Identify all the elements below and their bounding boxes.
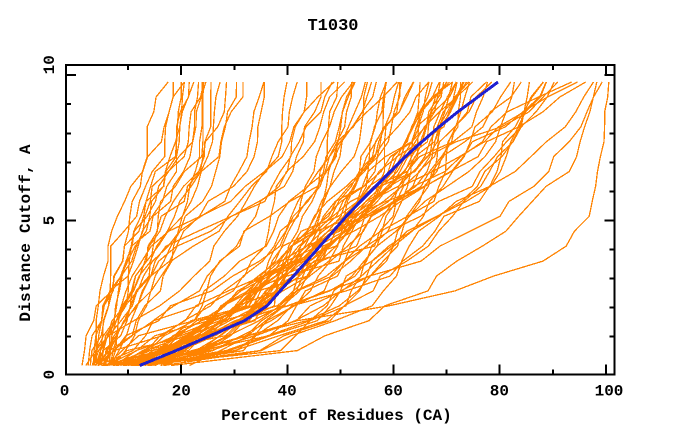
svg-text:100: 100 (595, 383, 624, 401)
svg-text:0: 0 (60, 383, 70, 401)
svg-text:0: 0 (41, 370, 59, 380)
svg-text:80: 80 (490, 383, 509, 401)
svg-text:Distance Cutoff, A: Distance Cutoff, A (17, 144, 35, 321)
svg-text:Percent of Residues (CA): Percent of Residues (CA) (221, 407, 451, 425)
svg-text:10: 10 (41, 55, 59, 74)
svg-text:5: 5 (41, 216, 59, 226)
svg-text:T1030: T1030 (307, 17, 358, 36)
svg-text:40: 40 (277, 383, 296, 401)
svg-text:60: 60 (384, 383, 403, 401)
svg-text:20: 20 (172, 383, 191, 401)
